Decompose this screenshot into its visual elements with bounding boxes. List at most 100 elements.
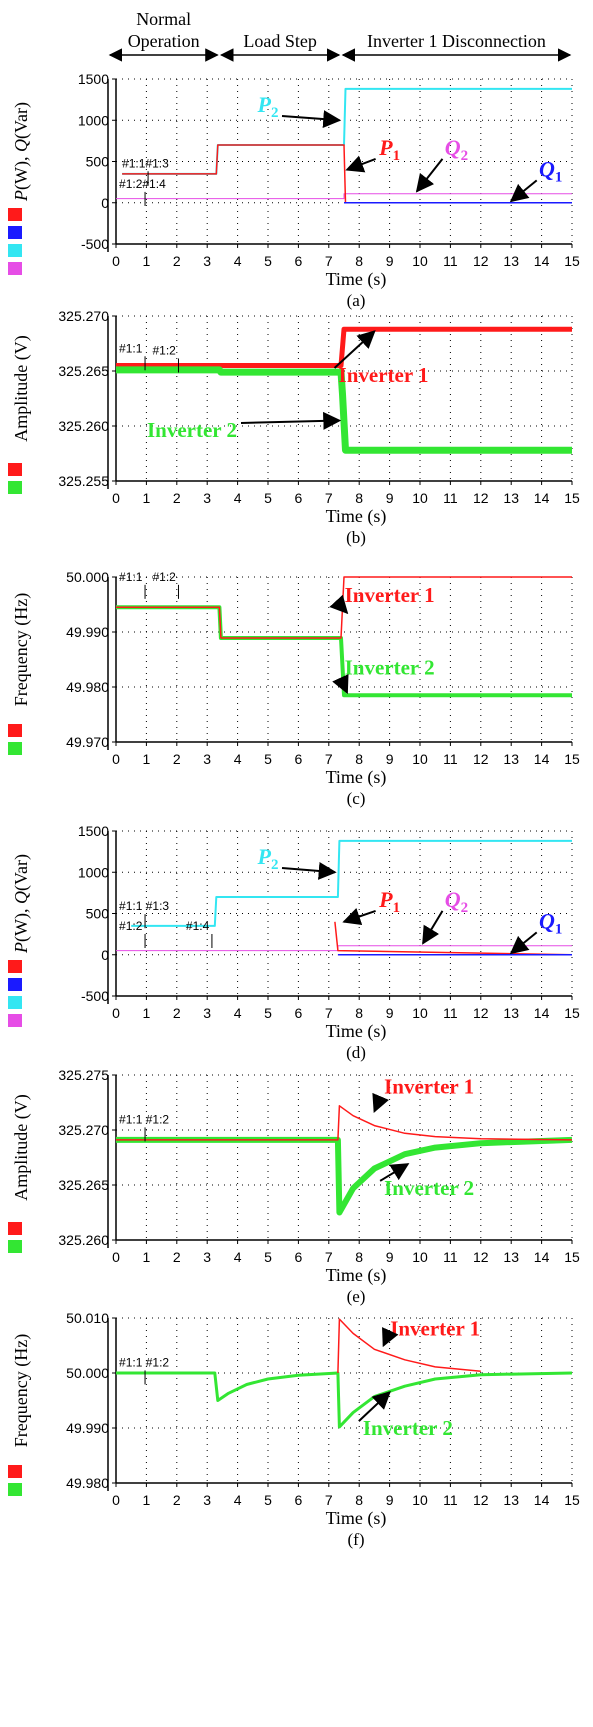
x-tick-label: 14 bbox=[534, 253, 550, 269]
y-tick-label: 50.000 bbox=[66, 1365, 109, 1381]
series-line-red bbox=[116, 1105, 573, 1141]
series-line-magenta bbox=[116, 945, 572, 952]
series-line-green bbox=[116, 605, 572, 698]
y-axis-label: P(W), Q(Var) bbox=[11, 102, 32, 202]
panel-caption: (b) bbox=[346, 528, 366, 547]
legend-swatch-cyan bbox=[8, 244, 22, 257]
x-tick-label: 15 bbox=[564, 490, 580, 506]
x-tick-label: 13 bbox=[503, 1249, 519, 1265]
y-tick-label: -500 bbox=[81, 236, 109, 252]
x-tick-label: 9 bbox=[386, 1492, 394, 1508]
x-tick-label: 12 bbox=[473, 253, 489, 269]
legend-swatch-cyan bbox=[8, 996, 22, 1009]
x-tick-label: 6 bbox=[295, 1492, 303, 1508]
legend-swatch-green bbox=[8, 1483, 22, 1496]
series-group bbox=[116, 839, 573, 956]
y-tick-label: 0 bbox=[101, 947, 109, 963]
annotation-label: P1 bbox=[378, 135, 400, 164]
panel-e: 0 1 2 3 4 5 6 7 8 9 10 11 12 13 14 15325.275325.270325.… bbox=[8, 1067, 580, 1306]
legend-swatch-red bbox=[8, 208, 22, 221]
cursor-marker-label: #1:1 #1:2 bbox=[119, 1112, 169, 1126]
x-tick-label: 11 bbox=[443, 1492, 458, 1508]
x-axis-label: Time (s) bbox=[326, 506, 387, 527]
series-line-cyan bbox=[122, 87, 572, 175]
x-tick-label: 2 bbox=[173, 1005, 181, 1021]
y-tick-label: 1500 bbox=[78, 823, 109, 839]
annotation-label: Inverter 1 bbox=[345, 583, 435, 607]
y-axis-label: Amplitude (V) bbox=[11, 335, 32, 441]
x-tick-label: 1 bbox=[143, 490, 151, 506]
y-axis-label-part: P bbox=[11, 190, 31, 202]
cursor-marker-label: #1:1 bbox=[119, 341, 143, 355]
y-tick-label: 325.265 bbox=[58, 1177, 109, 1193]
x-axis-label: Time (s) bbox=[326, 269, 387, 290]
y-tick-label: 49.970 bbox=[66, 734, 109, 750]
x-tick-label: 9 bbox=[386, 253, 394, 269]
phase-label: Normal bbox=[136, 9, 191, 29]
annotation-arrow bbox=[342, 907, 376, 926]
annotation-arrow bbox=[329, 594, 349, 615]
x-tick-label: 11 bbox=[443, 751, 458, 767]
legend-swatch-blue bbox=[8, 226, 22, 239]
x-tick-label: 5 bbox=[264, 1492, 272, 1508]
annotation-subscript: 1 bbox=[393, 900, 401, 916]
x-tick-label: 7 bbox=[325, 751, 333, 767]
x-tick-label: 8 bbox=[355, 1492, 363, 1508]
legend-swatch-red bbox=[8, 724, 22, 737]
annotation-subscript: 2 bbox=[461, 148, 469, 164]
annotation-label: Inverter 1 bbox=[339, 363, 429, 387]
annotation-label: Q1 bbox=[539, 156, 562, 185]
series-line-cyan bbox=[131, 839, 572, 927]
x-tick-label: 4 bbox=[234, 751, 242, 767]
y-axis-label-part: P bbox=[11, 942, 31, 954]
x-tick-label: 2 bbox=[173, 253, 181, 269]
y-tick-label: 325.260 bbox=[58, 418, 109, 434]
annotation-subscript: 2 bbox=[271, 105, 279, 121]
x-tick-label: 2 bbox=[173, 490, 181, 506]
y-axis-label-part: (Var) bbox=[11, 102, 32, 139]
series-line-green bbox=[116, 366, 572, 454]
x-tick-label: 13 bbox=[503, 253, 519, 269]
x-tick-label: 5 bbox=[264, 490, 272, 506]
x-tick-label: 9 bbox=[386, 490, 394, 506]
x-tick-label: 2 bbox=[173, 751, 181, 767]
x-tick-label: 14 bbox=[534, 1005, 550, 1021]
annotation-arrow bbox=[509, 931, 538, 955]
annotation-label: P2 bbox=[257, 92, 279, 121]
annotation-label: Q1 bbox=[539, 908, 562, 937]
y-tick-label: 325.255 bbox=[58, 473, 109, 489]
x-tick-label: 7 bbox=[325, 1492, 333, 1508]
x-axis-label: Time (s) bbox=[326, 1021, 387, 1042]
x-tick-label: 9 bbox=[386, 1005, 394, 1021]
x-tick-label: 14 bbox=[534, 751, 550, 767]
cursor-marker-label: #1:1#1:3 bbox=[122, 156, 169, 170]
panel-caption: (d) bbox=[346, 1043, 366, 1062]
x-tick-label: 1 bbox=[143, 1492, 151, 1508]
cursor-marker-label: #1:2#1:4 bbox=[119, 177, 166, 191]
legend-swatch-magenta bbox=[8, 262, 22, 275]
x-tick-label: 15 bbox=[564, 751, 580, 767]
x-tick-label: 6 bbox=[295, 1249, 303, 1265]
panels: 0 1 2 3 4 5 6 7 8 9 10 11 12 13 14 15150010005000-500#1… bbox=[8, 71, 580, 1549]
y-tick-label: 500 bbox=[86, 906, 110, 922]
legend-swatch-red bbox=[8, 1222, 22, 1235]
y-axis-label: Frequency (Hz) bbox=[11, 593, 32, 706]
annotation-label: P2 bbox=[257, 844, 279, 873]
annotation-arrow bbox=[333, 330, 376, 369]
legend-swatch-blue bbox=[8, 978, 22, 991]
y-tick-label: 1500 bbox=[78, 71, 109, 87]
series-line-red bbox=[334, 921, 573, 956]
annotation-arrow bbox=[345, 155, 376, 173]
cursor-marker-label: #1:1 #1:3 bbox=[119, 899, 169, 913]
annotation-arrow bbox=[281, 861, 337, 880]
x-tick-label: 3 bbox=[203, 253, 211, 269]
x-tick-label: 12 bbox=[473, 1005, 489, 1021]
x-tick-label: 11 bbox=[443, 253, 458, 269]
x-tick-label: 10 bbox=[412, 490, 428, 506]
y-axis-label-part: (W), bbox=[11, 904, 32, 942]
x-tick-label: 4 bbox=[234, 1492, 242, 1508]
legend-swatch-red bbox=[8, 960, 22, 973]
x-tick-label: 3 bbox=[203, 490, 211, 506]
